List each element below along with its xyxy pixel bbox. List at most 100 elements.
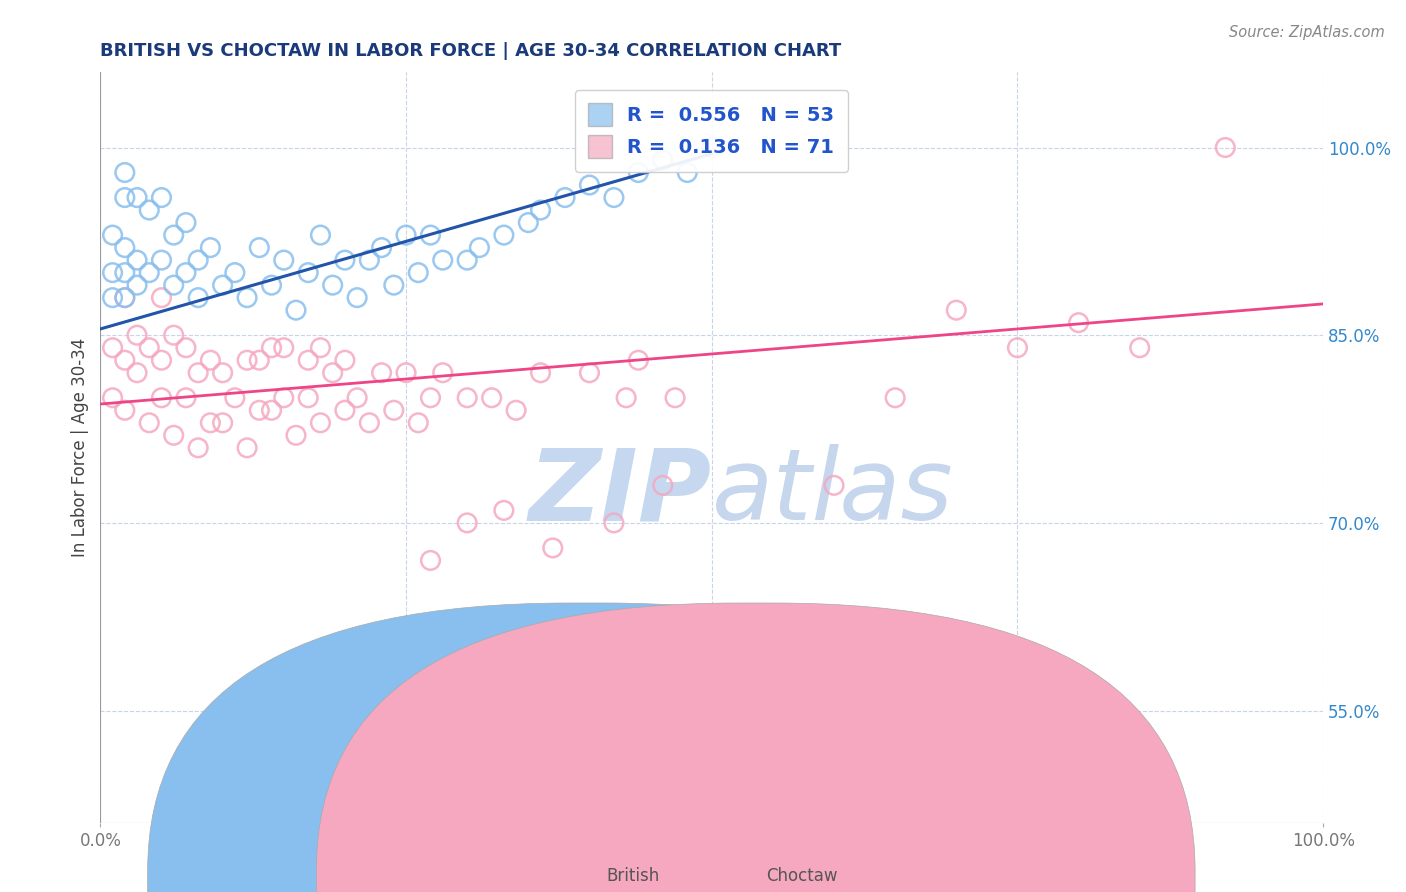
Point <box>125 253 148 268</box>
Point <box>359 253 381 268</box>
Point <box>247 353 270 368</box>
Point <box>432 366 454 380</box>
Point <box>260 341 283 355</box>
Point <box>114 403 136 417</box>
Y-axis label: In Labor Force | Age 30-34: In Labor Force | Age 30-34 <box>72 338 89 558</box>
Point <box>273 253 295 268</box>
Point <box>101 341 124 355</box>
Point <box>505 403 527 417</box>
Point <box>260 403 283 417</box>
Point <box>406 416 429 430</box>
Point <box>627 353 650 368</box>
Point <box>211 366 233 380</box>
Point <box>333 253 356 268</box>
Point <box>1007 341 1029 355</box>
Point <box>309 228 332 243</box>
Legend: R =  0.556   N = 53, R =  0.136   N = 71: R = 0.556 N = 53, R = 0.136 N = 71 <box>575 90 848 171</box>
Point <box>517 216 540 230</box>
Point <box>187 366 209 380</box>
Point <box>481 391 503 405</box>
Point <box>492 228 515 243</box>
Point <box>138 416 160 430</box>
Point <box>297 266 319 280</box>
Point <box>737 679 759 693</box>
Point <box>187 441 209 455</box>
Point <box>627 165 650 179</box>
Point <box>187 291 209 305</box>
Point <box>884 391 907 405</box>
Point <box>101 391 124 405</box>
Point <box>382 278 405 293</box>
Point <box>114 353 136 368</box>
Point <box>603 190 626 204</box>
Point <box>150 190 173 204</box>
Point <box>260 278 283 293</box>
Point <box>322 366 344 380</box>
Point <box>725 691 748 706</box>
Point <box>211 416 233 430</box>
Point <box>138 266 160 280</box>
Point <box>150 253 173 268</box>
Point <box>1129 341 1152 355</box>
Point <box>150 353 173 368</box>
Point <box>247 241 270 255</box>
Point <box>395 366 418 380</box>
Point <box>247 403 270 417</box>
Point <box>333 403 356 417</box>
Point <box>150 391 173 405</box>
Point <box>125 190 148 204</box>
Point <box>150 291 173 305</box>
Point <box>114 165 136 179</box>
Point <box>529 366 551 380</box>
Point <box>114 190 136 204</box>
Point <box>664 391 686 405</box>
Point <box>456 391 478 405</box>
Point <box>236 441 259 455</box>
Point <box>382 403 405 417</box>
Point <box>333 353 356 368</box>
Point <box>163 278 186 293</box>
Point <box>273 341 295 355</box>
Point <box>285 428 308 442</box>
Text: Choctaw: Choctaw <box>766 867 837 885</box>
Point <box>614 391 637 405</box>
Point <box>945 303 967 318</box>
Text: atlas: atlas <box>711 444 953 541</box>
Point <box>200 416 222 430</box>
Point <box>651 153 673 167</box>
Point <box>174 216 197 230</box>
Point <box>676 165 699 179</box>
Point <box>174 391 197 405</box>
Point <box>456 253 478 268</box>
Point <box>346 291 368 305</box>
Point <box>651 478 673 492</box>
Text: British: British <box>606 867 659 885</box>
Point <box>114 291 136 305</box>
Point <box>1213 140 1236 154</box>
Point <box>346 391 368 405</box>
Point <box>456 516 478 530</box>
Point <box>370 241 392 255</box>
Point <box>236 291 259 305</box>
Point <box>359 416 381 430</box>
Point <box>138 203 160 218</box>
Point <box>541 541 564 555</box>
Point <box>174 341 197 355</box>
Point <box>224 391 246 405</box>
Point <box>163 328 186 343</box>
Point <box>370 366 392 380</box>
Point <box>163 228 186 243</box>
Point <box>432 253 454 268</box>
Point <box>273 391 295 405</box>
Point <box>200 241 222 255</box>
Point <box>125 278 148 293</box>
Point <box>114 266 136 280</box>
Point <box>395 228 418 243</box>
Point <box>419 553 441 567</box>
Point <box>603 516 626 530</box>
Point <box>114 291 136 305</box>
Point <box>114 241 136 255</box>
Point <box>211 278 233 293</box>
Point <box>200 353 222 368</box>
Point <box>419 228 441 243</box>
